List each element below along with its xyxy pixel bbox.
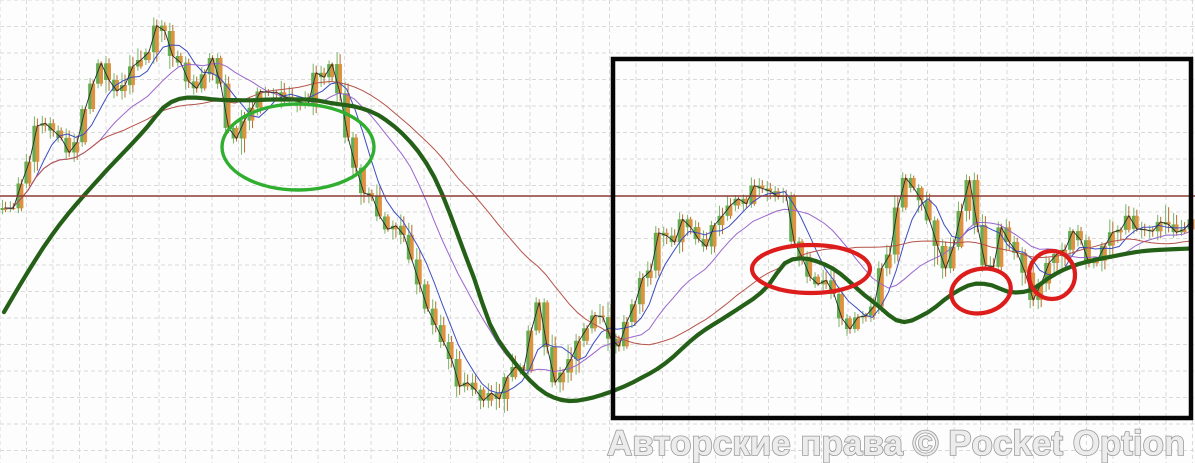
svg-text:Авторские права © Pocket Optio: Авторские права © Pocket Option [607, 424, 1185, 463]
